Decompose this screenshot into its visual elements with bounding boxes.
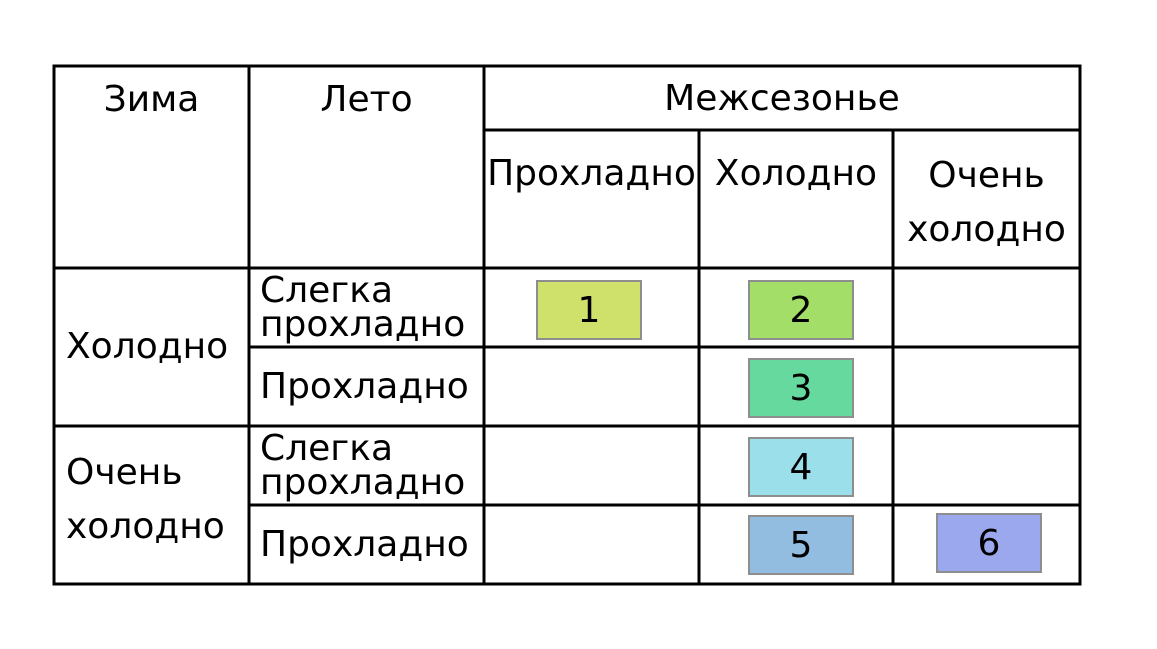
- winter-row-very-cold: Очень холодно: [66, 452, 225, 547]
- winter-row-cold: Холодно: [66, 326, 229, 367]
- summer-row-slightly-cool: Слегка прохладно: [260, 270, 466, 345]
- header-offseason-cool: Прохладно: [487, 153, 696, 194]
- table-border: [52, 64, 1082, 586]
- summer-row-cool: Прохладно: [260, 523, 469, 565]
- category-box-6: 6: [936, 513, 1042, 573]
- header-offseason-very-cold: Очень холодно: [907, 155, 1066, 250]
- summer-row-slightly-cool: Слегка прохладно: [260, 428, 466, 503]
- header-offseason-cold: Холодно: [714, 153, 878, 194]
- category-box-1: 1: [536, 280, 642, 340]
- category-box-5: 5: [748, 515, 854, 575]
- summer-row-cool: Прохладно: [260, 365, 469, 407]
- header-offseason: Межсезонье: [664, 78, 900, 119]
- category-box-4: 4: [748, 437, 854, 497]
- header-summer: Лето: [320, 79, 413, 120]
- category-box-2: 2: [748, 280, 854, 340]
- category-box-3: 3: [748, 358, 854, 418]
- header-winter: Зима: [103, 79, 200, 120]
